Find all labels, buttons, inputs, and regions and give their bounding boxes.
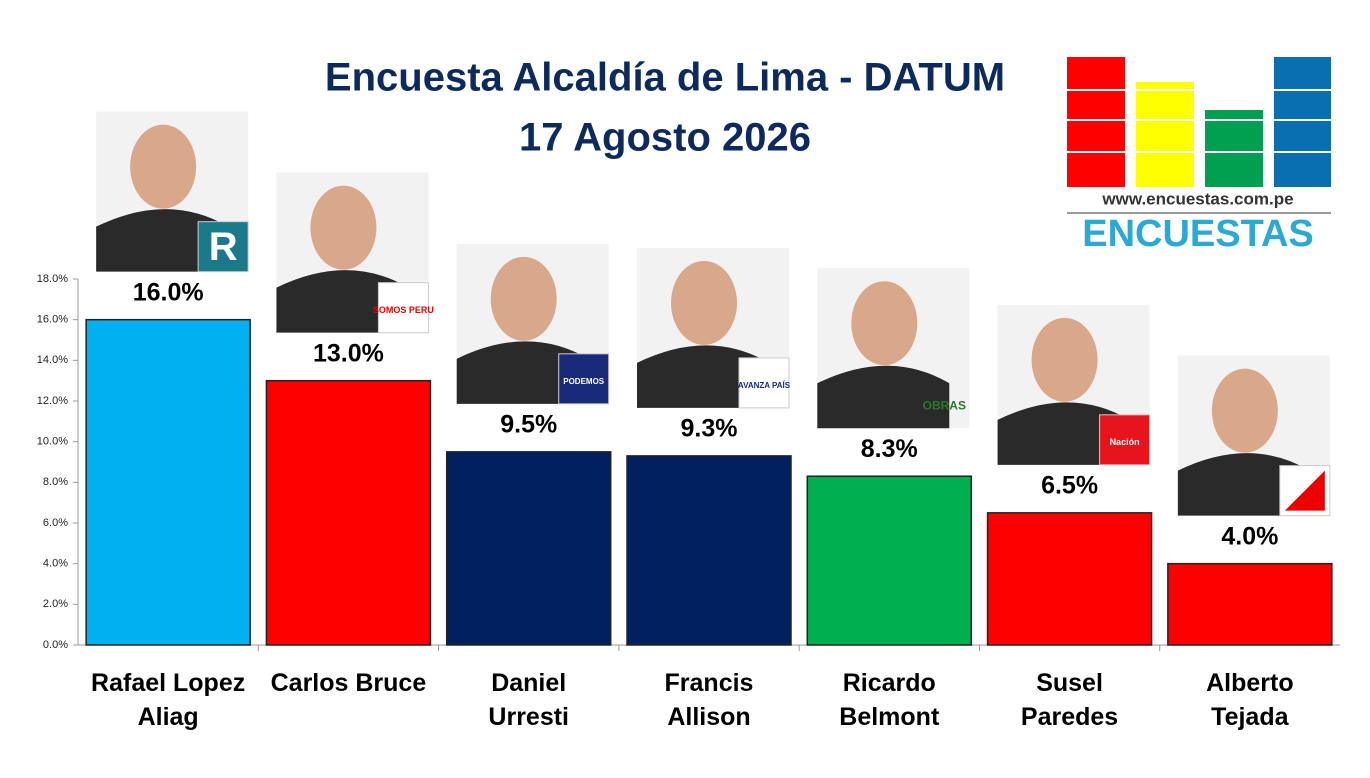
photo-head	[1031, 317, 1098, 402]
logo-bar	[1205, 110, 1263, 187]
party-logo-text: OBRAS	[923, 398, 966, 412]
y-tick-label: 12.0%	[37, 395, 68, 407]
photo-head	[851, 281, 918, 366]
party-logo	[197, 221, 249, 273]
chart-title: Encuesta Alcaldía de Lima - DATUM	[325, 56, 1005, 100]
x-tick-label: Susel Paredes	[1020, 669, 1119, 731]
x-tick-label: Alberto Tejada	[1206, 669, 1294, 731]
photo-head	[490, 256, 557, 341]
candidate-photo: PODEMOS	[456, 243, 610, 405]
photo-body	[997, 402, 1130, 465]
photo-body	[1177, 453, 1310, 516]
logo-lines	[1065, 89, 1333, 153]
candidate-photo: AVANZA PAÍS	[637, 247, 791, 409]
bar	[445, 451, 612, 646]
brand-url: www.encuestas.com.pe	[1101, 189, 1293, 208]
value-label: 16.0%	[133, 278, 204, 306]
party-logo-text: SOMOS PERU	[373, 305, 434, 315]
y-tick-label: 10.0%	[37, 436, 68, 448]
party-logo	[558, 353, 610, 405]
bar	[85, 318, 251, 646]
y-tick-label: 18.0%	[37, 273, 68, 285]
photo-head	[671, 260, 737, 345]
bar	[806, 475, 973, 646]
y-tick-label: 14.0%	[37, 354, 68, 366]
bar	[1167, 562, 1333, 646]
y-tick-label: 8.0%	[43, 476, 68, 488]
value-label: 8.3%	[861, 435, 918, 463]
candidate-photo: SOMOS PERU	[276, 172, 434, 334]
value-label: 9.5%	[500, 410, 557, 438]
candidate-photo: R	[96, 111, 249, 273]
logo-bar	[1067, 57, 1125, 187]
x-tick-label: Francis Allison	[664, 669, 754, 731]
photo-head	[130, 124, 197, 209]
brand-logo: www.encuestas.com.pe ENCUESTAS	[1065, 57, 1333, 255]
candidate-photo: OBRAS	[817, 268, 970, 429]
party-logo-text: R	[209, 225, 238, 269]
y-tick-label: 16.0%	[37, 314, 68, 326]
bar	[626, 455, 792, 646]
candidate-photo: Nación	[997, 304, 1151, 466]
value-label: 4.0%	[1221, 522, 1278, 550]
photo-body	[96, 209, 229, 272]
party-logo-text: Nación	[1110, 437, 1140, 447]
y-tick-label: 2.0%	[43, 598, 68, 610]
x-tick-label: Daniel Urresti	[488, 669, 569, 731]
x-tick-label: Rafael Lopez Aliag	[91, 669, 246, 731]
chart-subtitle: 17 Agosto 2026	[519, 116, 811, 160]
photo-body	[276, 270, 409, 333]
party-logo-text: AVANZA PAÍS	[738, 381, 791, 390]
photo-body	[456, 341, 589, 404]
x-tick-label: Carlos Bruce	[270, 669, 427, 697]
y-tick-label: 4.0%	[43, 558, 68, 570]
value-label: 6.5%	[1041, 471, 1098, 499]
bar	[986, 512, 1153, 646]
y-tick-label: 6.0%	[43, 517, 68, 529]
photo-body	[817, 365, 950, 429]
photo-head	[1211, 368, 1278, 453]
party-logo-text: PODEMOS	[563, 377, 605, 386]
logo-bar	[1274, 57, 1331, 187]
value-label: 13.0%	[313, 339, 384, 367]
party-logo	[738, 357, 790, 409]
photo-body	[637, 345, 769, 408]
value-label: 9.3%	[681, 415, 738, 443]
party-logo-icon	[1284, 470, 1325, 511]
candidate-photo	[1177, 355, 1331, 517]
party-logo	[377, 282, 429, 334]
bar	[265, 379, 432, 646]
y-tick-label: 0.0%	[43, 639, 68, 651]
logo-bar	[1136, 82, 1194, 187]
x-tick-label: Ricardo Belmont	[839, 669, 940, 731]
party-logo	[1099, 414, 1151, 466]
photo-head	[310, 185, 377, 270]
brand-name: ENCUESTAS	[1082, 213, 1314, 255]
